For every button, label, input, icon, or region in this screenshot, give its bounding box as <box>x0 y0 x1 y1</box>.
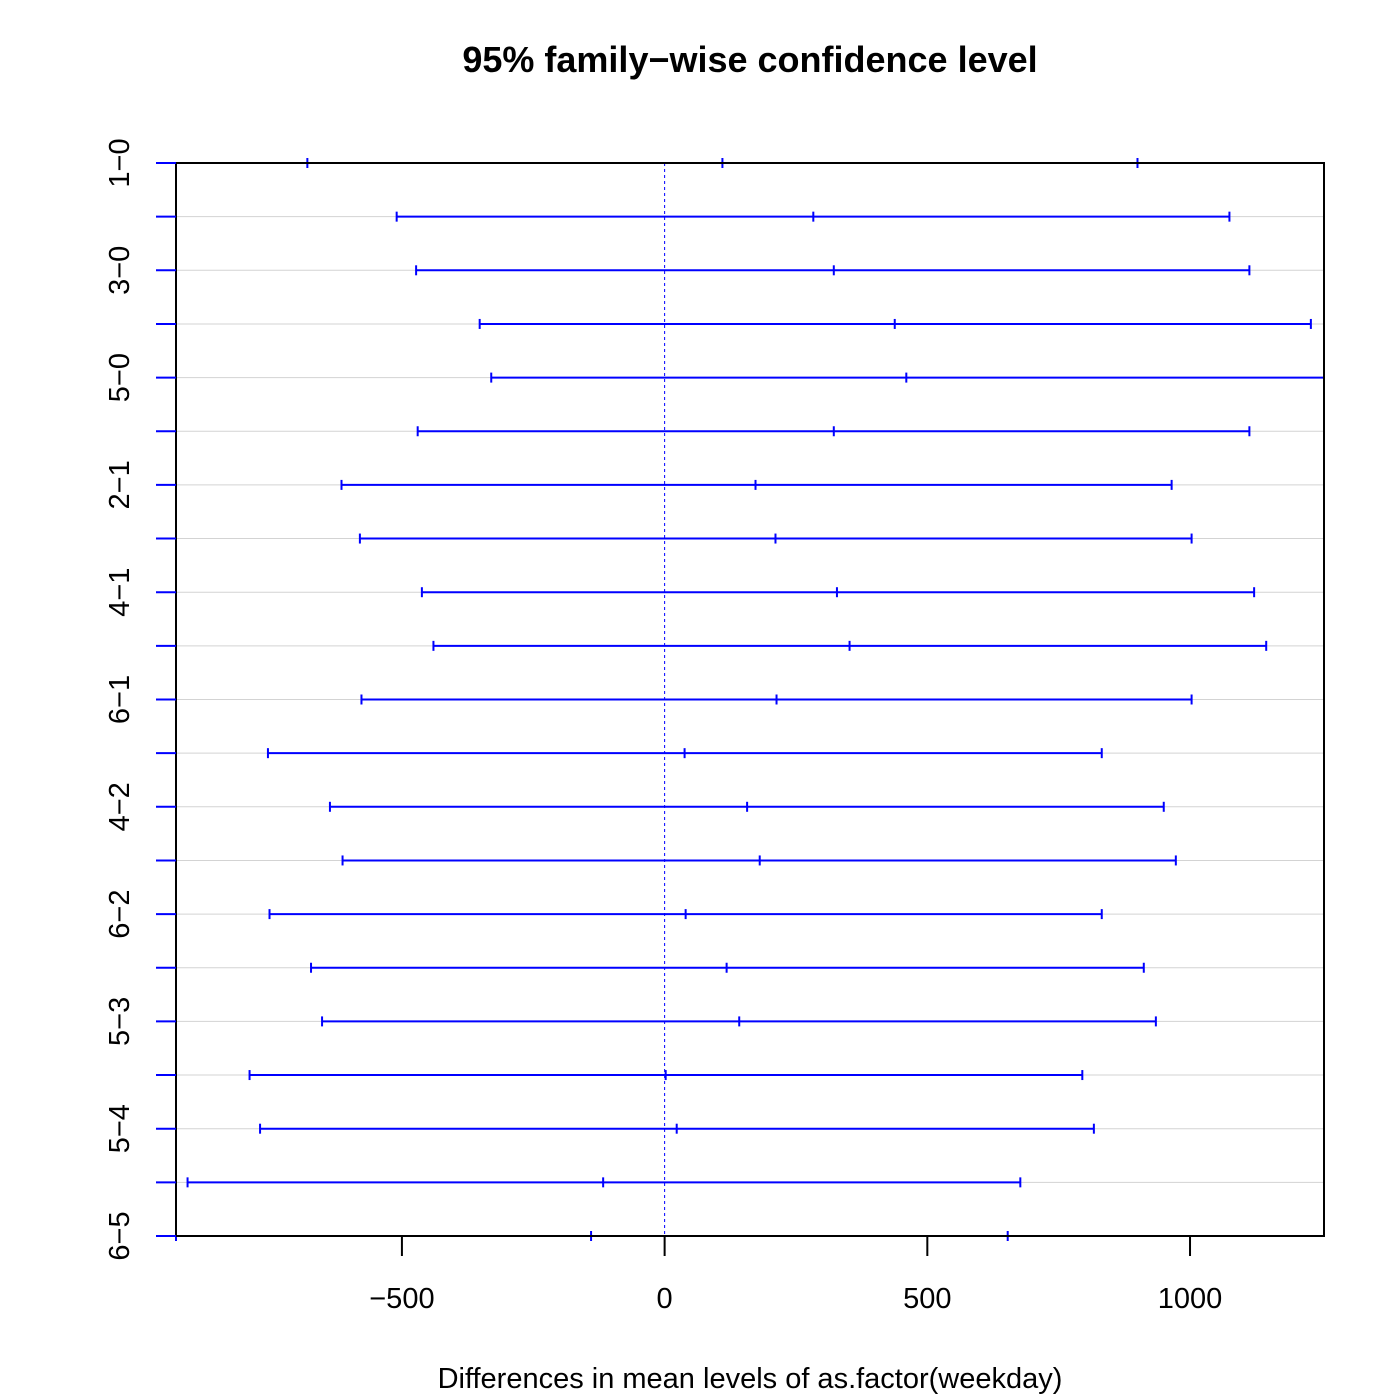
interval-6-3 <box>248 1070 1084 1081</box>
interval-6-0 <box>416 426 1251 437</box>
x-tick-label: 1000 <box>1158 1283 1223 1315</box>
interval-4-0 <box>478 318 1312 329</box>
y-tick-label: 4−2 <box>104 782 136 831</box>
interval-6-4 <box>186 1177 1022 1188</box>
interval-3-0 <box>415 265 1251 276</box>
interval-5-2 <box>341 855 1177 866</box>
y-tick-label: 1−0 <box>104 138 136 187</box>
interval-4-2 <box>328 801 1165 812</box>
interval-2-0 <box>395 211 1231 222</box>
interval-4-1 <box>420 587 1256 598</box>
y-tick-label: 5−0 <box>104 353 136 402</box>
interval-6-2 <box>268 909 1103 920</box>
axes: −500 0 500 1000 1−0 3−0 5−0 2−1 4−1 6−1 4−2 6−2 5−3 5… <box>104 138 1325 1315</box>
interval-5-0 <box>490 372 1324 383</box>
y-tick-label: 2−1 <box>104 460 136 509</box>
y-tick-label: 6−5 <box>104 1211 136 1260</box>
y-tick-label: 5−4 <box>104 1104 136 1153</box>
interval-5-3 <box>321 1016 1157 1027</box>
y-tick-label: 3−0 <box>104 246 136 295</box>
x-tick-label: −500 <box>369 1283 434 1315</box>
y-tick-label: 5−3 <box>104 997 136 1046</box>
interval-6-1 <box>360 694 1193 705</box>
interval-5-1 <box>432 640 1268 651</box>
interval-3-1 <box>358 533 1193 544</box>
x-tick-label: 0 <box>657 1283 673 1315</box>
interval-2-1 <box>340 479 1173 490</box>
x-tick-label: 500 <box>903 1283 951 1315</box>
x-axis-label: Differences in mean levels of as.factor(… <box>438 1363 1063 1395</box>
interval-4-3 <box>310 962 1145 973</box>
y-tick-label: 6−1 <box>104 675 136 724</box>
y-tick-label: 4−1 <box>104 568 136 617</box>
interval-3-2 <box>266 748 1103 759</box>
chart-title: 95% family−wise confidence level <box>462 39 1037 80</box>
interval-5-4 <box>259 1123 1095 1134</box>
y-tick-label: 6−2 <box>104 889 136 938</box>
